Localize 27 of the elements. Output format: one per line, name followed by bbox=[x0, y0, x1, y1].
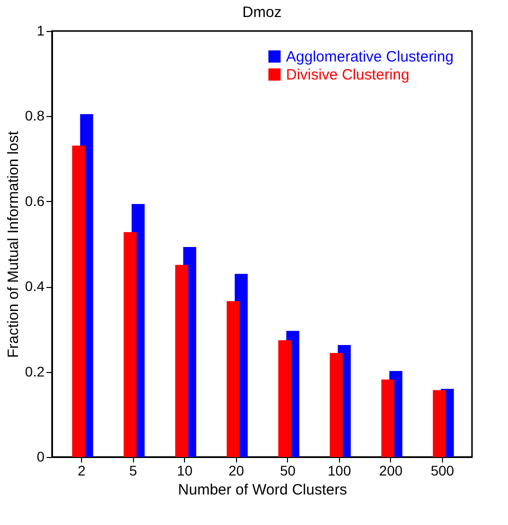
y-tick-label: 0.2 bbox=[25, 363, 45, 380]
chart-title: Dmoz bbox=[242, 4, 282, 21]
y-tick-label: 1 bbox=[36, 22, 45, 38]
bar bbox=[330, 353, 343, 457]
x-tick-label: 10 bbox=[176, 462, 193, 478]
y-tick-label: 0.8 bbox=[25, 108, 45, 124]
bar bbox=[226, 301, 240, 457]
x-tick-label: 100 bbox=[328, 462, 352, 478]
x-tick-label: 500 bbox=[430, 462, 454, 478]
y-tick-label: 0 bbox=[36, 448, 45, 464]
y-tick-label: 0.4 bbox=[25, 278, 45, 294]
bar bbox=[432, 390, 446, 457]
bar bbox=[175, 264, 188, 457]
legend-label: Agglomerative Clustering bbox=[286, 48, 454, 66]
bar bbox=[72, 146, 86, 457]
x-axis-title: Number of Word Clusters bbox=[178, 482, 347, 498]
x-tick-label: 200 bbox=[379, 462, 403, 478]
x-tick-label: 2 bbox=[78, 462, 86, 478]
legend-label: Divisive Clustering bbox=[286, 66, 410, 84]
y-axis-title: Fraction of Mutual Information lost bbox=[5, 130, 22, 358]
bar bbox=[124, 232, 137, 457]
x-tick-label: 5 bbox=[129, 462, 138, 478]
x-tick-label: 50 bbox=[280, 462, 296, 478]
x-tick-label: 20 bbox=[228, 462, 244, 478]
y-tick-label: 0.6 bbox=[25, 192, 45, 209]
bar bbox=[381, 379, 394, 457]
bar bbox=[278, 340, 292, 457]
